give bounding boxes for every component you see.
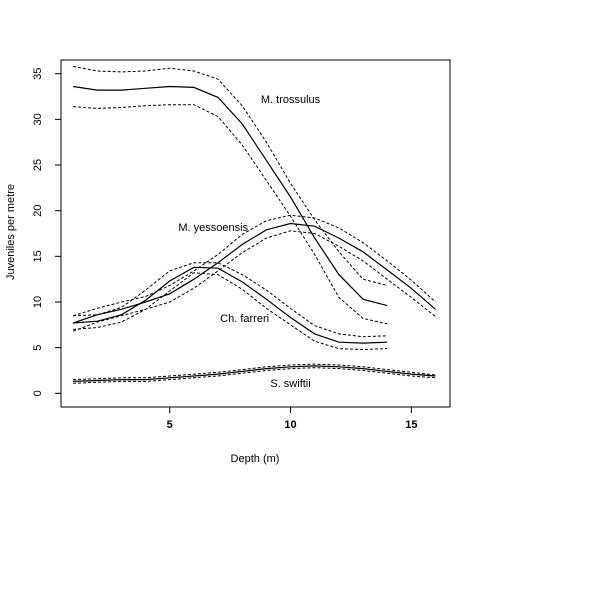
plot-frame xyxy=(60,59,451,408)
y-axis-title: Juveniles per metre xyxy=(5,184,17,280)
series-label: S. swiftii xyxy=(270,378,310,390)
series-layer xyxy=(72,65,436,384)
upper-band-m-trossulus xyxy=(73,65,388,286)
x-tick-label: 15 xyxy=(405,419,417,431)
x-axis: 5 10 15 xyxy=(167,407,417,431)
y-tick-label: 30 xyxy=(32,113,44,125)
x-axis-title: Depth (m) xyxy=(231,453,280,465)
lower-band-s-swiftii xyxy=(73,367,436,384)
y-tick-label: 25 xyxy=(32,159,44,171)
y-tick-label: 20 xyxy=(32,205,44,217)
upper-band-m-yessoensis xyxy=(72,214,436,317)
series-label: M. trossulus xyxy=(261,94,321,106)
upper-band-s-swiftii xyxy=(73,363,436,381)
y-tick-label: 35 xyxy=(32,68,44,80)
series-line-m-trossulus xyxy=(73,85,388,307)
series-line-ch-farreri xyxy=(73,266,388,344)
annotation-layer: M. trossulus M. yessoensis Ch. farreri S. s… xyxy=(178,94,320,390)
y-tick-label: 15 xyxy=(32,250,44,262)
series-label: M. yessoensis xyxy=(178,222,248,234)
y-tick-label: 5 xyxy=(32,345,44,351)
lower-band-m-trossulus xyxy=(73,104,388,325)
lower-band-ch-farreri xyxy=(73,272,388,351)
x-tick-label: 10 xyxy=(284,419,296,431)
series-label: Ch. farreri xyxy=(220,313,269,325)
series-line-m-yessoensis xyxy=(72,222,436,324)
y-tick-label: 10 xyxy=(32,296,44,308)
y-tick-label: 0 xyxy=(32,390,44,396)
x-tick-label: 5 xyxy=(167,419,173,431)
upper-band-ch-farreri xyxy=(73,262,388,338)
series-line-s-swiftii xyxy=(73,365,436,382)
lower-band-m-yessoensis xyxy=(72,230,436,332)
y-axis: 0 5 10 15 20 25 30 35 xyxy=(32,68,61,396)
